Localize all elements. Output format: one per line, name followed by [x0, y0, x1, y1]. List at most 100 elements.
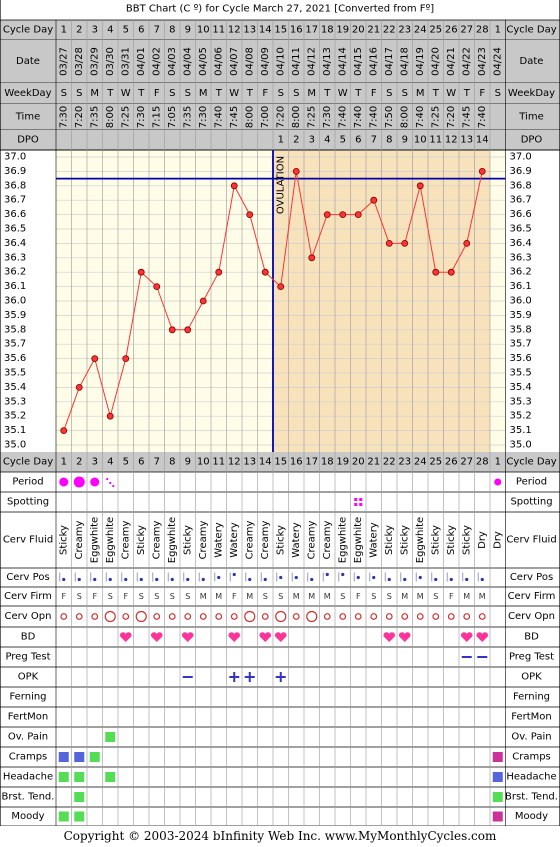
weekday-cell: S — [495, 88, 501, 99]
cerv-pos-icon — [480, 577, 484, 582]
weekday-cell: F — [479, 88, 485, 99]
time-cell: 7:40 — [477, 106, 488, 128]
y-tick-right: 36.4 — [510, 238, 532, 249]
cerv-fluid-cell: Sticky — [430, 525, 441, 555]
row-label-opk: OPK — [18, 672, 39, 683]
row-label-right-date: Date — [520, 56, 544, 67]
cerv-firm-cell: S — [185, 592, 190, 601]
bd-heart-icon — [150, 632, 163, 642]
bd-heart-icon — [476, 632, 489, 642]
row-label-right-headache: Headache — [506, 772, 556, 783]
time-cell: 7:45 — [461, 106, 472, 128]
y-tick-right: 35.0 — [510, 440, 532, 451]
cerv-opn-icon — [261, 613, 269, 620]
temperature-point — [478, 167, 486, 175]
temperature-point — [91, 355, 99, 363]
dpo-cell: 2 — [293, 135, 299, 146]
cycle-day-cell: 20 — [352, 25, 365, 36]
cerv-fluid-cell: Watery — [368, 522, 379, 558]
cycle-day-cell: 26 — [445, 25, 458, 36]
date-cell: 04/15 — [353, 47, 364, 76]
cycle-day-cell: 5 — [123, 457, 129, 468]
cycle-day-cell: 18 — [321, 457, 334, 468]
weekday-cell: S — [293, 88, 299, 99]
cycle-day-cell: 18 — [321, 25, 334, 36]
date-cell: 04/01 — [136, 47, 147, 76]
ov-pain-icon — [105, 732, 116, 742]
date-cell: 04/10 — [275, 47, 286, 76]
period-icon — [106, 477, 109, 481]
cerv-opn-icon — [339, 613, 347, 620]
cerv-pos-icon — [325, 572, 329, 577]
dpo-cell: 13 — [460, 135, 473, 146]
weekday-cell: W — [229, 88, 239, 99]
time-cell: 7:40 — [337, 106, 348, 128]
cerv-firm-cell: F — [61, 592, 66, 601]
cerv-fluid-cell: Watery — [213, 522, 224, 558]
time-cell: 7:05 — [167, 106, 178, 128]
cerv-opn-icon — [306, 610, 318, 623]
y-tick-right: 36.5 — [510, 224, 532, 235]
cerv-opn-icon — [447, 613, 455, 620]
cerv-fluid-cell: Dry — [492, 531, 503, 549]
cerv-firm-cell: M — [293, 592, 300, 601]
chart-title: BBT Chart (C º) for Cycle March 27, 2021… — [126, 4, 434, 15]
date-cell: 04/06 — [213, 47, 224, 76]
temperature-point — [401, 239, 409, 247]
row-label-right-dpo: DPO — [521, 135, 543, 146]
date-cell: 04/11 — [291, 47, 302, 76]
period-icon — [90, 477, 100, 487]
cycle-day-cell: 8 — [169, 25, 175, 36]
cerv-opn-icon — [91, 613, 99, 620]
bd-heart-icon — [460, 632, 473, 642]
row-label-ferning: Ferning — [9, 692, 46, 703]
date-cell: 04/13 — [322, 47, 333, 76]
cerv-pos-icon — [77, 577, 81, 582]
y-tick-left: 36.0 — [4, 296, 26, 307]
y-tick-right: 36.6 — [510, 209, 532, 220]
cerv-opn-icon — [370, 613, 378, 620]
y-tick-left: 36.6 — [4, 209, 26, 220]
bd-heart-icon — [383, 632, 396, 642]
row-band-end-weekday — [490, 83, 506, 104]
weekday-cell: F — [371, 88, 377, 99]
y-tick-left: 36.5 — [4, 224, 26, 235]
cerv-fluid-cell: Dry — [477, 531, 488, 549]
cerv-firm-cell: M — [324, 592, 331, 601]
cerv-opn-icon — [416, 613, 424, 620]
cerv-firm-cell: M — [308, 592, 315, 601]
dpo-cell: 12 — [445, 135, 458, 146]
cerv-pos-icon — [449, 577, 453, 582]
cycle-day-cell: 28 — [476, 457, 489, 468]
cerv-opn-icon — [292, 613, 300, 620]
cycle-day-cell: 16 — [290, 25, 303, 36]
row-band-date — [0, 40, 560, 83]
date-cell: 04/04 — [182, 47, 193, 76]
cerv-pos-icon — [294, 575, 298, 580]
time-cell: 8:00 — [244, 106, 255, 128]
weekday-cell: M — [199, 88, 208, 99]
y-tick-left: 35.5 — [4, 368, 26, 379]
cycle-day-cell: 6 — [138, 457, 144, 468]
cerv-opn-icon — [199, 613, 207, 620]
cerv-pos-icon — [155, 577, 159, 582]
dpo-cell: 7 — [371, 135, 377, 146]
period-icon — [73, 476, 85, 488]
dpo-cell: 8 — [386, 135, 392, 146]
cerv-pos-icon — [248, 577, 252, 582]
row-label-preg_test: Preg Test — [5, 652, 50, 663]
cramps-icon — [74, 752, 85, 762]
y-tick-left: 36.7 — [4, 195, 26, 206]
time-cell: 7:15 — [151, 106, 162, 128]
cerv-firm-cell: M — [246, 592, 253, 601]
bd-heart-icon — [228, 632, 241, 642]
cerv-firm-cell: F — [92, 592, 97, 601]
date-cell: 04/03 — [167, 47, 178, 76]
cerv-fluid-cell: Sticky — [58, 525, 69, 555]
cycle-day-cell: 27 — [460, 457, 473, 468]
date-cell: 04/09 — [260, 47, 271, 76]
date-cell: 04/17 — [384, 47, 395, 76]
period-icon — [112, 484, 115, 488]
moody-icon — [74, 811, 85, 822]
weekday-cell: T — [106, 88, 114, 99]
